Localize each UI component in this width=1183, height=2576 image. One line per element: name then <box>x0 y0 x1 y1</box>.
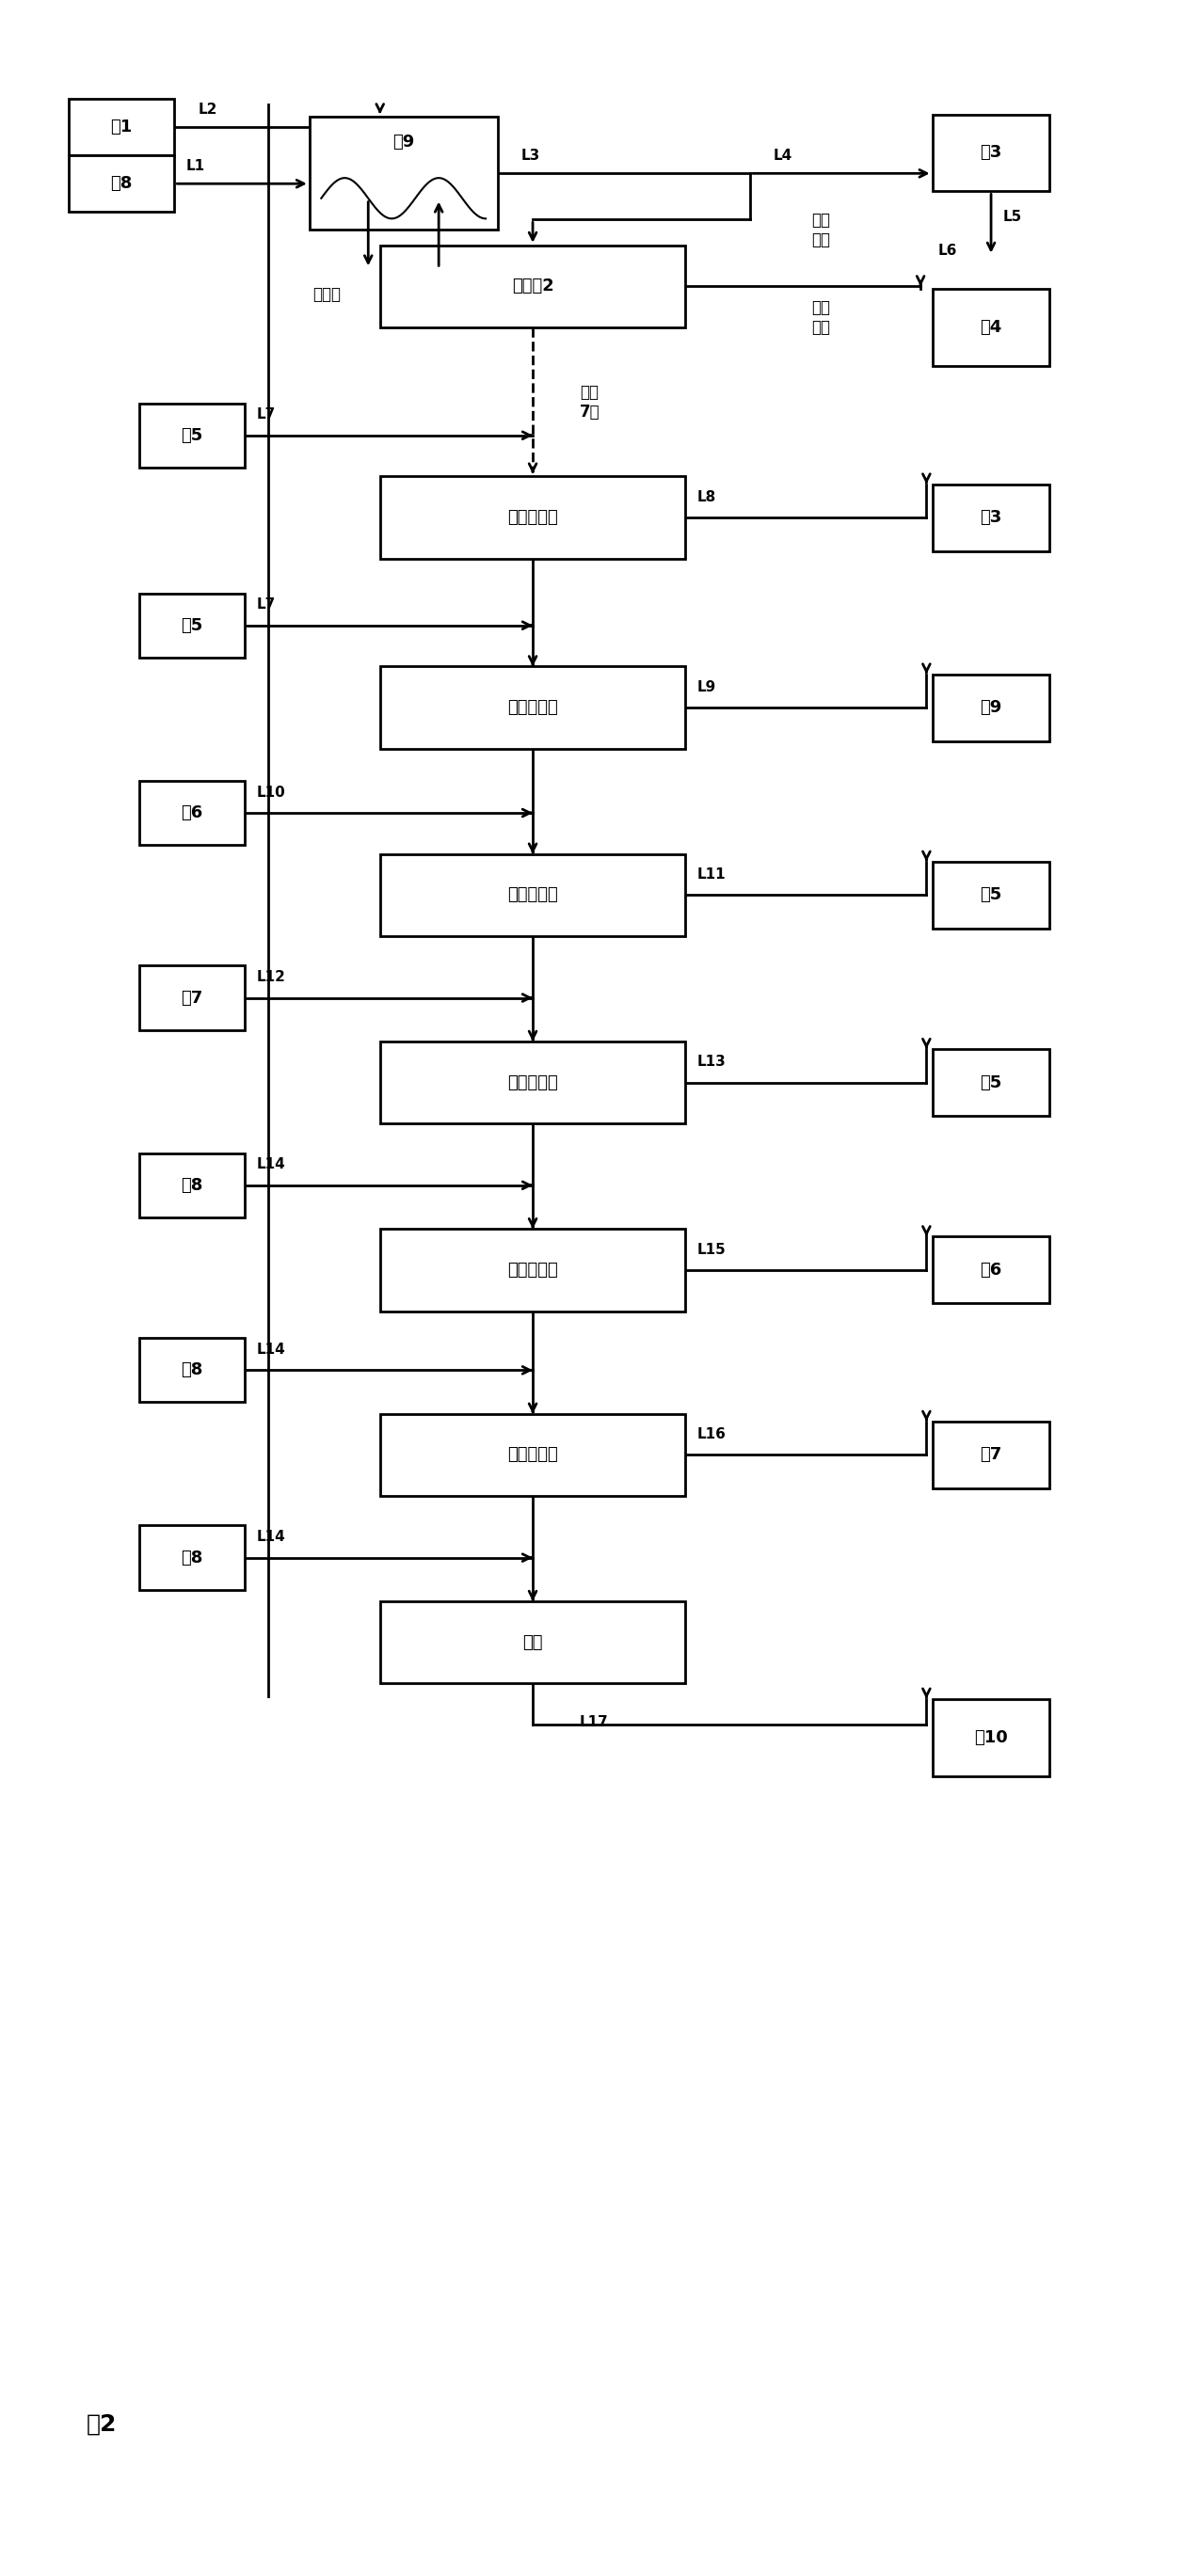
Text: L7: L7 <box>257 407 276 422</box>
Bar <box>380 1229 685 1311</box>
Text: 槽3: 槽3 <box>980 510 1002 526</box>
Bar <box>140 966 245 1030</box>
Text: L4: L4 <box>774 149 793 162</box>
Text: L14: L14 <box>257 1530 285 1543</box>
Bar <box>932 675 1049 742</box>
Text: L8: L8 <box>697 489 717 505</box>
Bar <box>380 667 685 750</box>
Text: L17: L17 <box>580 1716 609 1728</box>
Text: L11: L11 <box>697 868 726 881</box>
Text: 低温
发汗: 低温 发汗 <box>812 211 830 247</box>
Bar <box>932 484 1049 551</box>
Text: 槽8: 槽8 <box>181 1548 203 1566</box>
Text: 槽7: 槽7 <box>181 989 203 1007</box>
Text: L6: L6 <box>938 242 957 258</box>
Text: L10: L10 <box>257 786 285 799</box>
Text: 槽8: 槽8 <box>181 1363 203 1378</box>
Bar <box>380 855 685 935</box>
Text: 二次热洗涤: 二次热洗涤 <box>508 1074 558 1092</box>
Text: 槽8: 槽8 <box>181 1177 203 1193</box>
Bar <box>932 863 1049 927</box>
Text: 槽5: 槽5 <box>980 1074 1002 1092</box>
Text: 一次冷洗涤: 一次冷洗涤 <box>508 510 558 526</box>
Bar <box>69 98 174 155</box>
Text: L2: L2 <box>198 103 216 116</box>
Text: 结晶器2: 结晶器2 <box>512 278 554 294</box>
Text: 冷却水: 冷却水 <box>313 286 341 301</box>
Bar <box>380 1602 685 1685</box>
Bar <box>380 477 685 559</box>
Bar <box>932 1048 1049 1115</box>
Text: L12: L12 <box>257 971 285 984</box>
Bar <box>380 1414 685 1497</box>
Text: 重复
7次: 重复 7次 <box>580 384 600 420</box>
Bar <box>932 1700 1049 1775</box>
Text: 槽6: 槽6 <box>980 1262 1002 1278</box>
Bar <box>140 1337 245 1401</box>
Text: 高温
发汗: 高温 发汗 <box>812 299 830 335</box>
Text: 槽3: 槽3 <box>980 144 1002 162</box>
Bar <box>932 1236 1049 1303</box>
Bar <box>932 1422 1049 1489</box>
Text: L9: L9 <box>697 680 717 693</box>
Bar <box>140 781 245 845</box>
Text: 三次热洗涤: 三次热洗涤 <box>508 1262 558 1278</box>
Text: 槽5: 槽5 <box>980 886 1002 904</box>
Text: 槽9: 槽9 <box>980 698 1002 716</box>
Text: 槽7: 槽7 <box>980 1448 1002 1463</box>
Bar <box>932 113 1049 191</box>
Bar <box>140 404 245 466</box>
Text: L16: L16 <box>697 1427 726 1443</box>
Bar <box>380 245 685 327</box>
Text: 槽4: 槽4 <box>980 319 1002 335</box>
Text: L7: L7 <box>257 598 276 613</box>
Text: L3: L3 <box>521 149 541 162</box>
Text: 槽9: 槽9 <box>393 134 414 149</box>
Text: 槽10: 槽10 <box>975 1728 1008 1747</box>
Text: 槽5: 槽5 <box>181 428 203 443</box>
Text: 图2: 图2 <box>86 2414 117 2434</box>
Text: 槽8: 槽8 <box>110 175 132 193</box>
Text: 四次热洗涤: 四次热洗涤 <box>508 1448 558 1463</box>
Text: L5: L5 <box>1003 211 1022 224</box>
Text: 二次冷洗涤: 二次冷洗涤 <box>508 698 558 716</box>
Text: L14: L14 <box>257 1342 285 1358</box>
Text: 一次热洗涤: 一次热洗涤 <box>508 886 558 904</box>
Bar <box>140 1525 245 1589</box>
Bar <box>310 116 498 229</box>
Bar <box>140 592 245 657</box>
Text: L15: L15 <box>697 1242 726 1257</box>
Text: 槽6: 槽6 <box>181 804 203 822</box>
Text: L13: L13 <box>697 1056 726 1069</box>
Bar <box>380 1041 685 1123</box>
Text: L1: L1 <box>186 160 205 173</box>
Text: 槽5: 槽5 <box>181 616 203 634</box>
Bar <box>932 289 1049 366</box>
Bar <box>69 155 174 211</box>
Bar <box>140 1154 245 1218</box>
Text: 槽1: 槽1 <box>110 118 132 137</box>
Text: L14: L14 <box>257 1157 285 1172</box>
Text: 溶化: 溶化 <box>523 1633 543 1651</box>
